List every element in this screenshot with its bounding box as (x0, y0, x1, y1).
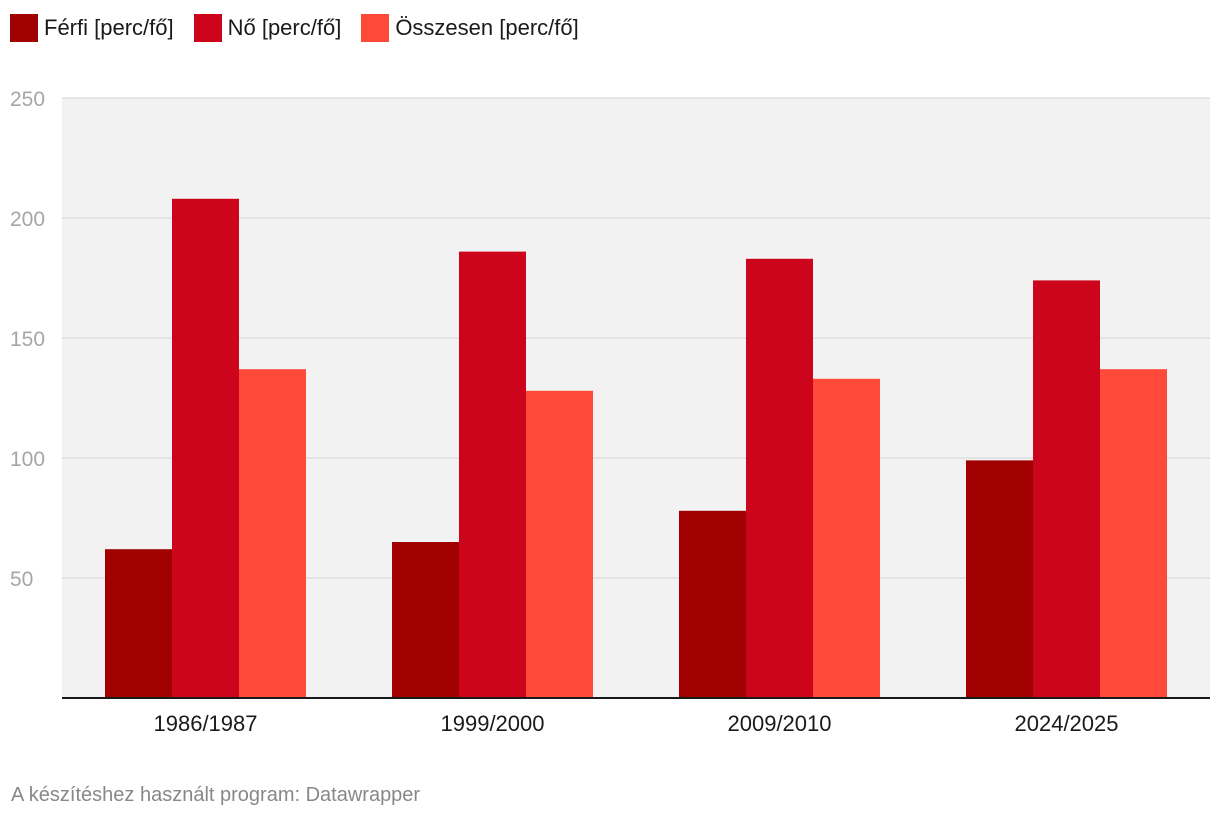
x-tick-label: 1986/1987 (154, 711, 258, 736)
bar-1999-2000-series-0 (392, 542, 459, 698)
bars (105, 198, 1167, 699)
bar-2009-2010-series-0 (679, 510, 746, 698)
bar-2009-2010-series-2 (813, 378, 880, 698)
bar-1986-1987-series-0 (105, 549, 172, 698)
bar-2024-2025-series-2 (1100, 369, 1167, 698)
x-tick-label: 2009/2010 (728, 711, 832, 736)
bar-1999-2000-series-2 (526, 390, 593, 698)
legend-swatch-ferfi (10, 14, 38, 42)
legend-swatch-osszesen (361, 14, 390, 42)
y-tick-label: 150 (10, 328, 45, 351)
x-tick-label: 2024/2025 (1015, 711, 1119, 736)
legend-item-ferfi: Férfi [perc/fő] (10, 14, 174, 42)
y-tick-label: 50 (10, 568, 33, 591)
y-tick-label: 200 (10, 208, 45, 231)
credit-text: A készítéshez használt program: Datawrap… (11, 784, 421, 806)
legend-swatch-no (193, 14, 222, 42)
legend-item-osszesen: Összesen [perc/fő] (361, 14, 579, 42)
bar-2024-2025-series-1 (1033, 280, 1100, 698)
y-tick-labels: 50 100 150 200 250 (10, 88, 45, 591)
x-tick-label: 1999/2000 (441, 711, 545, 736)
legend-item-no: Nő [perc/fő] (193, 14, 342, 42)
bar-1986-1987-series-2 (239, 369, 306, 698)
legend-label-no: Nő [perc/fő] (227, 15, 342, 40)
legend: Férfi [perc/fő] Nő [perc/fő] Összesen [p… (10, 14, 579, 42)
x-tick-labels: 1986/1987 1999/2000 2009/2010 2024/2025 (154, 711, 1119, 736)
bar-1986-1987-series-1 (172, 198, 239, 699)
y-tick-label: 250 (10, 88, 45, 111)
bar-1999-2000-series-1 (459, 251, 526, 698)
y-tick-label: 100 (10, 448, 45, 471)
legend-label-osszesen: Összesen [perc/fő] (395, 15, 579, 40)
bar-2009-2010-series-1 (746, 258, 813, 698)
bar-2024-2025-series-0 (966, 460, 1033, 698)
legend-label-ferfi: Férfi [perc/fő] (44, 15, 174, 40)
